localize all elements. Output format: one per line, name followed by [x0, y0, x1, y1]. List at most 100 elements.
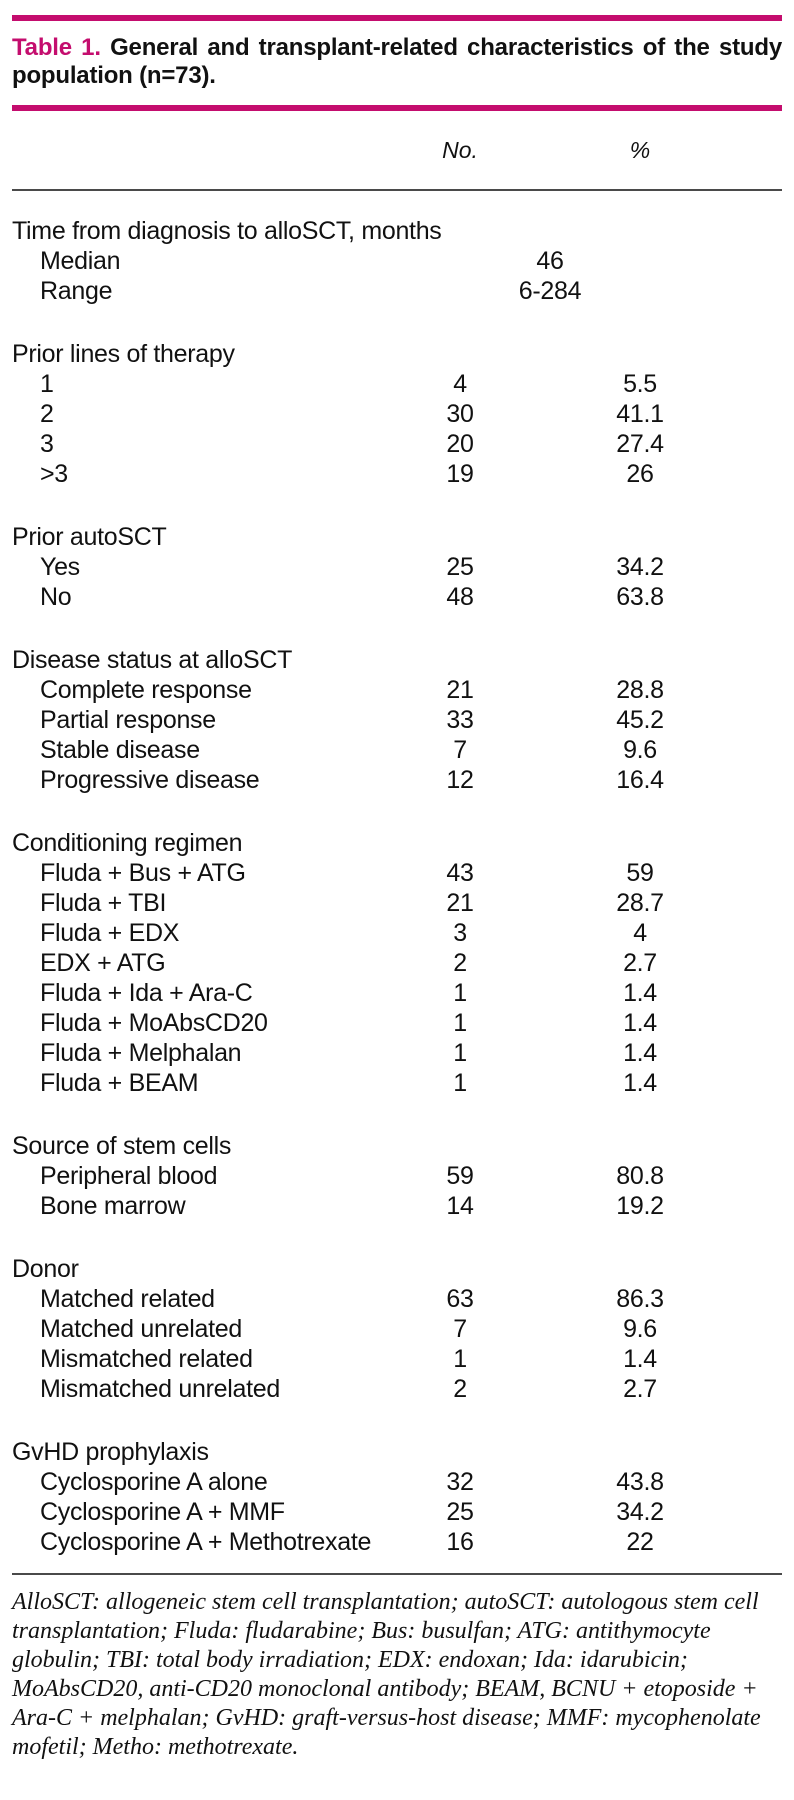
row-no-value: 21 [446, 889, 474, 917]
column-header-row: No. % [12, 111, 782, 191]
table-row: Mismatched unrelated 2 2.7 [12, 1374, 782, 1404]
table-title-text: General and transplant-related character… [12, 34, 782, 89]
table-row: Complete response 21 28.8 [12, 675, 782, 705]
section-spacer [12, 1404, 782, 1437]
row-no-value: 7 [453, 736, 467, 764]
row-no-value: 16 [446, 1528, 474, 1556]
row-pct-value: 26 [626, 460, 654, 488]
table-row: Mismatched related 1 1.4 [12, 1344, 782, 1374]
row-label: Stable disease [40, 736, 200, 764]
row-label: Cyclosporine A + MMF [40, 1498, 285, 1526]
row-pct-value: 1.4 [623, 1069, 657, 1097]
row-span-value: 46 [536, 247, 564, 275]
table-row: Matched related 63 86.3 [12, 1284, 782, 1314]
section-header: Prior autoSCT [12, 523, 167, 551]
table-row: Fluda + BEAM 1 1.4 [12, 1068, 782, 1098]
table-row: Range 6-284 [12, 276, 782, 306]
column-header-no: No. [422, 111, 498, 191]
table-row: Stable disease 7 9.6 [12, 735, 782, 765]
row-pct-value: 1.4 [623, 1039, 657, 1067]
row-pct-value: 41.1 [616, 400, 664, 428]
table-row: Cyclosporine A + MMF 25 34.2 [12, 1497, 782, 1527]
row-pct-value: 63.8 [616, 583, 664, 611]
row-no-value: 4 [453, 370, 467, 398]
table-body: Time from diagnosis to alloSCT, months Me… [12, 190, 782, 1557]
row-label: Matched unrelated [40, 1315, 242, 1343]
row-pct-value: 19.2 [616, 1192, 664, 1220]
table-row: Cyclosporine A + Methotrexate 16 22 [12, 1527, 782, 1557]
table-row: Matched unrelated 7 9.6 [12, 1314, 782, 1344]
section-header: Disease status at alloSCT [12, 646, 293, 674]
table-label: Table 1. [12, 34, 101, 61]
row-label: Range [40, 277, 113, 305]
row-pct-value: 22 [626, 1528, 654, 1556]
row-no-value: 1 [453, 979, 467, 1007]
row-no-value: 33 [446, 706, 474, 734]
row-label: Median [40, 247, 121, 275]
mid-rule [12, 105, 782, 111]
row-span-value: 6-284 [518, 277, 582, 305]
row-no-value: 7 [453, 1315, 467, 1343]
row-no-value: 1 [453, 1069, 467, 1097]
section-header: Conditioning regimen [12, 829, 243, 857]
row-label: Cyclosporine A + Methotrexate [40, 1528, 372, 1556]
section-header-row: Prior lines of therapy [12, 339, 782, 369]
row-no-value: 12 [446, 766, 474, 794]
table-row: Peripheral blood 59 80.8 [12, 1161, 782, 1191]
row-no-value: 2 [453, 949, 467, 977]
table-row: Fluda + Bus + ATG 43 59 [12, 858, 782, 888]
row-pct-value: 5.5 [623, 370, 657, 398]
section-spacer [12, 489, 782, 522]
row-label: 1 [40, 370, 54, 398]
row-label: Fluda + EDX [40, 919, 180, 947]
section-header-row: Source of stem cells [12, 1131, 782, 1161]
row-no-value: 25 [446, 1498, 474, 1526]
row-no-value: 43 [446, 859, 474, 887]
section-header-row: Time from diagnosis to alloSCT, months [12, 190, 782, 246]
row-label: 3 [40, 430, 54, 458]
table-row: Bone marrow 14 19.2 [12, 1191, 782, 1221]
row-pct-value: 4 [633, 919, 647, 947]
row-no-value: 32 [446, 1468, 474, 1496]
row-pct-value: 28.8 [616, 676, 664, 704]
row-no-value: 63 [446, 1285, 474, 1313]
table-row: 3 20 27.4 [12, 429, 782, 459]
row-no-value: 3 [453, 919, 467, 947]
row-pct-value: 59 [626, 859, 654, 887]
table-row: Fluda + TBI 21 28.7 [12, 888, 782, 918]
section-header: Time from diagnosis to alloSCT, months [12, 217, 442, 245]
row-pct-value: 9.6 [623, 736, 657, 764]
column-header-empty [12, 111, 422, 191]
section-header-row: GvHD prophylaxis [12, 1437, 782, 1467]
row-no-value: 59 [446, 1162, 474, 1190]
table-row: Cyclosporine A alone 32 43.8 [12, 1467, 782, 1497]
row-label: Bone marrow [40, 1192, 186, 1220]
row-pct-value: 80.8 [616, 1162, 664, 1190]
row-label: Fluda + Melphalan [40, 1039, 242, 1067]
row-label: Fluda + Bus + ATG [40, 859, 246, 887]
row-label: Fluda + BEAM [40, 1069, 199, 1097]
section-header: GvHD prophylaxis [12, 1438, 209, 1466]
row-label: Complete response [40, 676, 252, 704]
footnote: AlloSCT: allogeneic stem cell transplant… [12, 1589, 761, 1760]
table-row: No 48 63.8 [12, 582, 782, 612]
table-row: Fluda + Melphalan 1 1.4 [12, 1038, 782, 1068]
table-row: EDX + ATG 2 2.7 [12, 948, 782, 978]
section-header-row: Conditioning regimen [12, 828, 782, 858]
row-pct-value: 28.7 [616, 889, 664, 917]
row-no-value: 1 [453, 1009, 467, 1037]
row-no-value: 48 [446, 583, 474, 611]
row-label: Yes [40, 553, 80, 581]
table-row: Partial response 33 45.2 [12, 705, 782, 735]
row-pct-value: 43.8 [616, 1468, 664, 1496]
row-pct-value: 1.4 [623, 1009, 657, 1037]
row-label: Fluda + Ida + Ara-C [40, 979, 253, 1007]
row-label: >3 [40, 460, 68, 488]
row-pct-value: 2.7 [623, 949, 657, 977]
row-pct-value: 34.2 [616, 1498, 664, 1526]
table-row: Progressive disease 12 16.4 [12, 765, 782, 795]
table-row: Yes 25 34.2 [12, 552, 782, 582]
row-no-value: 14 [446, 1192, 474, 1220]
row-label: Mismatched unrelated [40, 1375, 280, 1403]
